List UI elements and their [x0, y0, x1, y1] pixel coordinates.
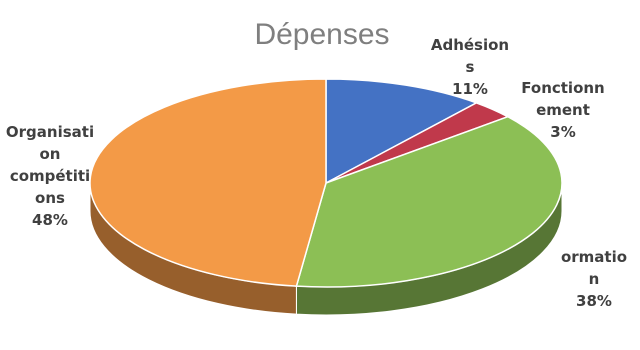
- slice-label-line: compétiti: [10, 167, 90, 185]
- slice-label-line: Adhésion: [431, 36, 509, 54]
- slice-label-line: ons: [35, 189, 65, 207]
- pie-top: [89, 78, 563, 288]
- slice-label-line: ement: [536, 101, 590, 119]
- slice-label-line: 11%: [452, 80, 488, 98]
- slice-label-line: Organisati: [6, 123, 94, 141]
- slice-label-fonctionnement: Fonctionn ement 3%: [521, 79, 605, 141]
- slice-organisationcompetitions: [89, 78, 327, 287]
- slice-label-line: 3%: [550, 123, 575, 141]
- slice-label-ormation: ormatio n 38%: [561, 248, 627, 310]
- chart-title: Dépenses: [254, 18, 389, 51]
- slice-ormation: [295, 115, 563, 288]
- slice-label-line: ormatio: [561, 248, 627, 266]
- slice-label-line: n: [589, 270, 600, 288]
- slice-label-line: on: [40, 145, 61, 163]
- slice-label-line: s: [466, 58, 475, 76]
- slice-label-organisationcompetitions: Organisati on compétiti ons 48%: [6, 123, 94, 229]
- slice-label-line: Fonctionn: [521, 79, 605, 97]
- slice-labels: Adhésion s 11% Fonctionn ement 3% ormatio n 38% O…: [6, 36, 627, 310]
- slice-label-line: 48%: [32, 211, 68, 229]
- slice-label-line: 38%: [576, 292, 612, 310]
- slice-label-adhesions: Adhésion s 11%: [431, 36, 509, 98]
- slice-adhesions: [325, 78, 479, 185]
